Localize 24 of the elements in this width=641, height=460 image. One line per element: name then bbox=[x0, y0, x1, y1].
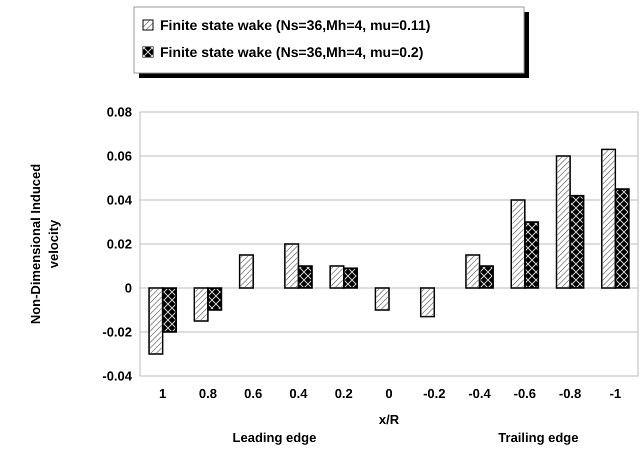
x-tick-label: 0.2 bbox=[334, 386, 353, 401]
y-tick-label: -0.02 bbox=[102, 324, 132, 340]
x-tick-label: -0.2 bbox=[423, 386, 446, 401]
x-axis-title: x/R bbox=[378, 412, 400, 427]
x-tick-label: 0.6 bbox=[244, 386, 262, 401]
x-tick-label: 1 bbox=[159, 386, 166, 401]
text: Leading edge bbox=[232, 430, 316, 445]
y-tick-label: 0 bbox=[124, 280, 132, 296]
legend-label: Finite state wake (Ns=36,Mh=4, mu=0.11) bbox=[160, 17, 430, 33]
x-tick-label: -1 bbox=[610, 386, 622, 401]
y-tick-label: 0.04 bbox=[106, 192, 133, 208]
legend-label: Finite state wake (Ns=36,Mh=4, mu=0.2) bbox=[160, 44, 424, 60]
x-tick-label: -0.4 bbox=[468, 386, 492, 401]
x-tick-label: 0.8 bbox=[198, 386, 217, 401]
x-tick-label: 0.4 bbox=[289, 386, 308, 401]
y-tick-label: 0.02 bbox=[106, 236, 132, 252]
x-tick-label: -0.8 bbox=[558, 386, 582, 401]
text: Trailing edge bbox=[498, 430, 578, 445]
x-tick-label: 0 bbox=[385, 386, 393, 401]
y-tick-label: 0.06 bbox=[106, 148, 132, 164]
x-tick-label: -0.6 bbox=[514, 386, 536, 401]
y-axis-title: Non-Dimensional Induced velocity bbox=[28, 164, 61, 324]
y-tick-label: -0.04 bbox=[102, 368, 133, 384]
y-tick-label: 0.08 bbox=[106, 104, 132, 120]
